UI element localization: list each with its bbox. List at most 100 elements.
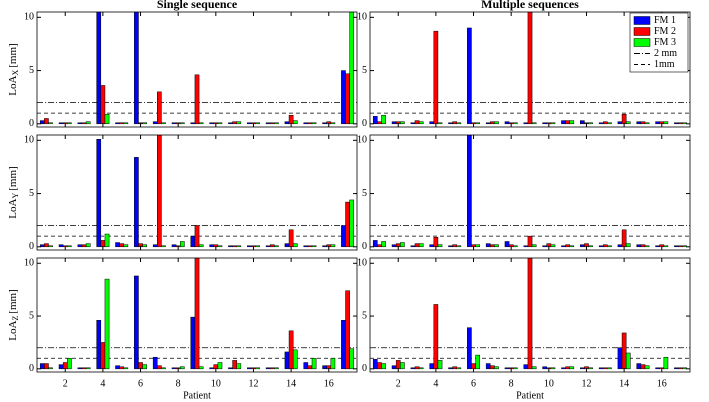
bar — [448, 367, 453, 370]
y-tick-label: 5 — [362, 188, 367, 199]
x-axis-label: Patient — [183, 390, 211, 401]
bar — [322, 122, 327, 125]
y-tick-label: 10 — [357, 258, 367, 269]
bar — [414, 366, 420, 370]
bar — [550, 367, 556, 370]
bar — [580, 244, 585, 248]
bar — [269, 122, 275, 125]
panel-frame — [369, 134, 691, 251]
y-tick-label: 10 — [357, 135, 367, 146]
bar — [232, 360, 237, 370]
bar — [307, 122, 313, 125]
bar — [322, 365, 327, 370]
bar — [663, 121, 669, 125]
bar — [674, 245, 679, 248]
bar — [410, 245, 416, 248]
bar — [512, 122, 518, 125]
bar — [157, 365, 162, 370]
bar — [217, 122, 223, 125]
bar — [372, 116, 378, 125]
bar — [542, 245, 548, 248]
bar — [414, 243, 420, 248]
panel-frame — [36, 134, 358, 251]
bar — [322, 245, 327, 248]
bar — [372, 359, 378, 370]
bar — [550, 244, 556, 248]
bar — [377, 244, 382, 248]
bar — [617, 244, 623, 248]
y-tick-label: 0 — [362, 363, 367, 374]
bar — [288, 229, 294, 248]
bar — [607, 367, 612, 370]
bar — [96, 139, 102, 248]
bar — [569, 120, 575, 125]
bar — [100, 85, 106, 125]
bar — [303, 245, 309, 248]
bar — [269, 244, 275, 248]
bar — [504, 367, 510, 370]
bar — [437, 122, 443, 125]
bar — [85, 121, 91, 125]
bar — [303, 122, 309, 125]
panel-frame — [36, 257, 358, 373]
bar — [115, 365, 120, 370]
bar — [134, 12, 139, 125]
bar — [655, 245, 660, 248]
bar — [171, 244, 177, 248]
bar — [236, 363, 242, 370]
bar — [429, 244, 435, 248]
bar — [217, 362, 223, 370]
y-label-main: LoA — [7, 198, 19, 218]
bar — [602, 121, 608, 125]
bar — [598, 367, 604, 370]
bar — [565, 244, 570, 248]
y-tick-label: 0 — [362, 241, 367, 252]
y-tick-label: 10 — [357, 12, 367, 23]
bar — [527, 235, 533, 248]
bar — [152, 356, 158, 370]
bar — [67, 122, 72, 125]
bar — [433, 30, 439, 125]
x-tick-label: 16 — [657, 378, 667, 389]
bar — [269, 367, 275, 370]
bar — [161, 122, 166, 125]
bar — [372, 240, 378, 248]
bar — [678, 367, 683, 370]
bar — [115, 122, 120, 125]
bar — [494, 121, 499, 125]
bar — [142, 122, 147, 125]
bar — [123, 244, 129, 248]
bar — [265, 245, 271, 248]
y-label-unit: [mm] — [7, 43, 19, 67]
bar — [674, 122, 679, 125]
bar — [625, 243, 631, 248]
bar — [381, 363, 386, 370]
y-tick-label: 5 — [29, 65, 34, 76]
bar — [636, 244, 642, 248]
bar — [284, 351, 290, 370]
bar — [625, 352, 631, 370]
bar — [682, 245, 688, 248]
bar — [345, 73, 350, 125]
x-tick-label: 10 — [544, 378, 554, 389]
bar — [161, 367, 166, 370]
bar — [198, 244, 204, 248]
panel: Patient 0 5 10 2 4 6 8 10 12 14 16 — [357, 258, 691, 401]
bar — [265, 367, 271, 370]
bar — [330, 358, 336, 370]
bar — [138, 362, 143, 370]
bar — [157, 135, 162, 248]
bar — [490, 121, 495, 125]
y-label-sub: Z — [11, 316, 20, 321]
x-tick-label: 12 — [581, 378, 591, 389]
bar — [437, 360, 443, 370]
bar — [617, 347, 623, 370]
bar — [678, 245, 683, 248]
bar — [288, 330, 294, 370]
bar — [569, 366, 575, 370]
bar — [288, 115, 294, 125]
y-tick-label: 10 — [24, 135, 34, 146]
y-tick-label: 0 — [362, 118, 367, 129]
bar — [39, 363, 45, 370]
bar — [349, 12, 355, 125]
